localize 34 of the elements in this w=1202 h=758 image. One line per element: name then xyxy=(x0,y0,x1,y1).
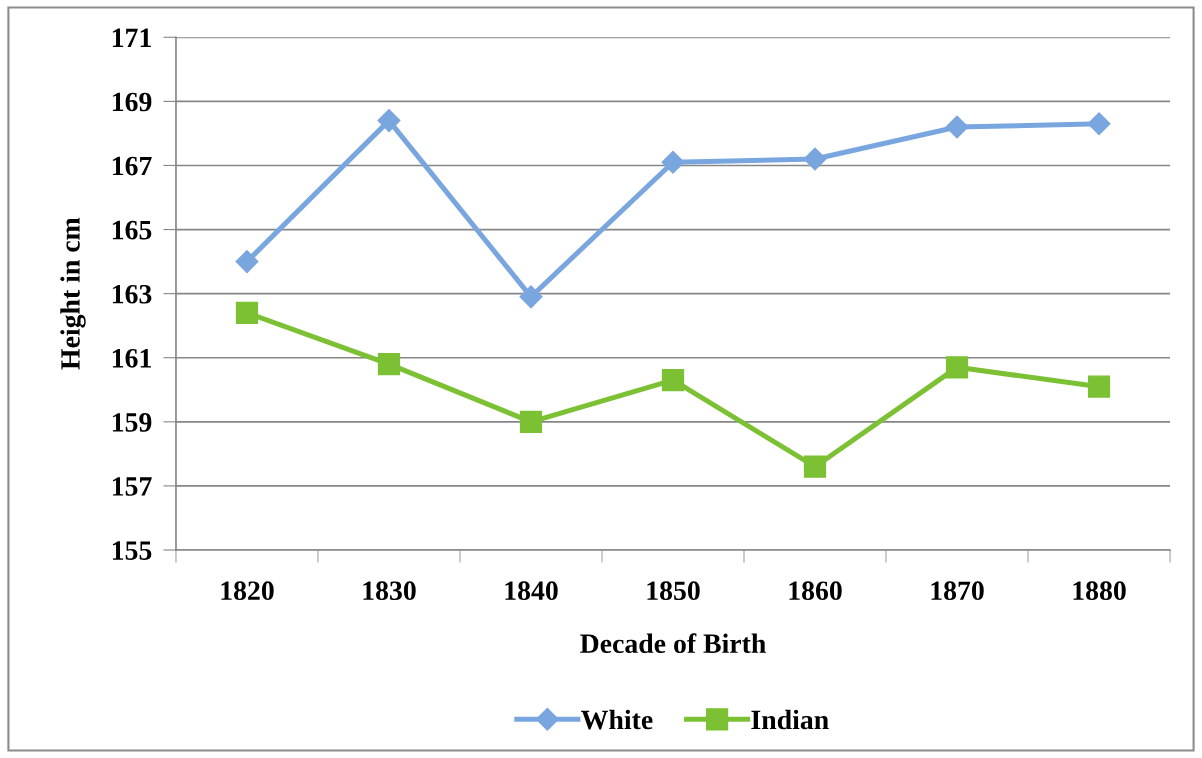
point xyxy=(945,115,969,139)
point xyxy=(661,369,685,392)
x-tick-label: 1880 xyxy=(1073,581,1126,601)
y-axis-title: Height in cm xyxy=(60,217,86,370)
y-tick-label: 157 xyxy=(112,477,152,496)
y-tick-label: 161 xyxy=(112,348,151,368)
y-tick-label: 159 xyxy=(112,413,152,432)
point xyxy=(803,455,827,478)
y-tick-label: 163 xyxy=(112,284,152,304)
y-tick-label: 165 xyxy=(112,220,152,240)
x-tick-label: 1850 xyxy=(647,581,700,601)
y-tick-label: 169 xyxy=(112,92,152,112)
legend-label: Indian xyxy=(751,709,829,730)
point xyxy=(377,353,401,376)
x-tick-label: 1840 xyxy=(505,581,558,601)
y-tick-label: 155 xyxy=(112,541,152,560)
point xyxy=(377,109,401,133)
x-tick-label: 1830 xyxy=(363,581,416,601)
x-tick-label: 1860 xyxy=(789,581,842,601)
point xyxy=(1087,112,1111,136)
point xyxy=(945,356,969,379)
point xyxy=(235,301,259,324)
x-axis-title: Decade of Birth xyxy=(580,633,766,654)
x-tick-label: 1870 xyxy=(931,581,984,601)
point xyxy=(235,250,259,274)
y-tick-label: 171 xyxy=(112,28,151,47)
point xyxy=(519,410,543,433)
point xyxy=(661,150,685,174)
x-tick-label: 1820 xyxy=(221,581,274,601)
point xyxy=(519,285,543,309)
y-tick-label: 167 xyxy=(112,156,152,176)
legend-label: White xyxy=(581,709,653,730)
point xyxy=(803,147,827,171)
point xyxy=(1087,375,1111,398)
